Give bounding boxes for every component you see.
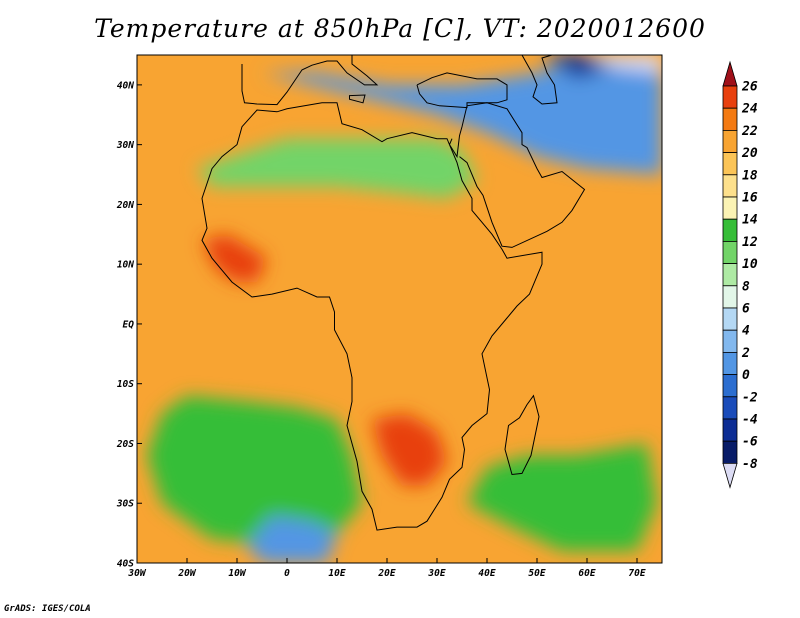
colorbar-swatch <box>722 196 738 220</box>
colorbar-level-label: 14 <box>742 213 758 228</box>
lon-tick-label: 40E <box>478 568 495 579</box>
field-north-coldest <box>587 55 662 73</box>
colorbar-swatch <box>722 174 738 198</box>
field-sahara-green <box>197 138 477 199</box>
colorbar-level-label: 4 <box>742 324 750 339</box>
lat-tick-label: 30N <box>116 140 134 151</box>
colorbar-level-label: -8 <box>742 457 758 472</box>
colorbar-swatch <box>722 218 738 242</box>
madagascar-coastline <box>504 394 540 476</box>
colorbar-swatch <box>722 440 738 464</box>
sicily-coastline <box>349 94 366 104</box>
field-south-atlantic-green <box>147 395 362 546</box>
colorbar-level-label: 10 <box>742 257 758 272</box>
field-indian-ocean-green <box>467 443 657 551</box>
map-frame <box>136 54 663 564</box>
europe-coastline <box>241 55 379 106</box>
colorbar-swatch <box>722 152 738 176</box>
lat-tick-label: 30S <box>116 499 134 510</box>
field-south-atlantic-cold <box>247 515 337 563</box>
lon-tick-label: 60E <box>578 568 595 579</box>
lon-tick-label: 30W <box>127 568 146 579</box>
lon-tick-label: 20W <box>177 568 196 579</box>
colorbar-level-label: 16 <box>742 191 758 206</box>
colorbar-swatch <box>722 107 738 131</box>
lat-tick-label: 10N <box>117 260 134 271</box>
turkey-coastline <box>416 72 508 109</box>
colorbar-level-label: -4 <box>742 413 758 428</box>
lat-tick-label: 20S <box>116 439 134 450</box>
field-north-cold <box>262 55 662 175</box>
grads-credit: GrADS: IGES/COLA <box>4 604 91 614</box>
country-borders <box>201 55 586 531</box>
lon-tick-label: 0 <box>284 568 290 579</box>
colorbar-swatch <box>722 285 738 309</box>
lon-tick-label: 30E <box>427 568 445 579</box>
lon-tick-label: 70E <box>628 568 645 579</box>
colorbar-level-label: 2 <box>741 346 750 361</box>
colorbar-level-label: 0 <box>742 368 750 383</box>
lat-tick-label: 20N <box>116 200 134 211</box>
colorbar-swatch <box>722 307 738 331</box>
colorbar-swatch <box>722 396 738 420</box>
field-west-africa-hot <box>202 234 267 283</box>
colorbar-swatch <box>722 329 738 353</box>
colorbar-level-label: 26 <box>741 80 758 95</box>
colorbar-top-triangle <box>722 60 738 87</box>
lon-tick-label: 50E <box>528 568 545 579</box>
colorbar-swatch <box>722 374 738 398</box>
colorbar-swatch <box>722 129 738 153</box>
field-south-africa-hot <box>372 413 447 486</box>
colorbar-level-label: 8 <box>742 279 750 294</box>
colorbar-level-label: 6 <box>742 302 750 317</box>
colorbar-level-label: 24 <box>741 102 758 117</box>
temperature-field <box>147 55 662 563</box>
map-axes: 30W 20W 10W 0 10E 20E 30E 40E 50E 60E 70E 40N 30N 20N… <box>116 80 646 579</box>
lat-tick-label: 40N <box>117 80 134 91</box>
colorbar-bottom-triangle <box>722 462 738 489</box>
arabia-coastline <box>448 102 586 248</box>
lon-tick-label: 10E <box>328 568 345 579</box>
africa-coastline <box>201 102 543 531</box>
colorbar-swatch <box>722 240 738 264</box>
lat-tick-label: EQ <box>123 319 135 330</box>
colorbar-swatch <box>722 85 738 109</box>
colorbar-swatch <box>722 418 738 442</box>
colorbar-level-label: -2 <box>742 390 758 405</box>
colorbar-level-label: 20 <box>741 146 758 161</box>
lon-tick-label: 20E <box>377 568 395 579</box>
colorbar-level-label: 12 <box>742 235 758 250</box>
colorbar-level-label: 18 <box>742 168 758 183</box>
colorbar-level-label: 22 <box>741 124 758 139</box>
lat-tick-label: 40S <box>117 559 134 570</box>
caspian-coastline <box>521 55 558 105</box>
lat-tick-label: 10S <box>117 379 134 390</box>
colorbar-swatch <box>722 351 738 375</box>
map-title: Temperature at 850hPa [C], VT: 202001260… <box>94 14 706 43</box>
lon-tick-label: 10W <box>228 568 246 579</box>
colorbar-level-label: -6 <box>742 435 758 450</box>
colorbar-swatch <box>722 263 738 287</box>
